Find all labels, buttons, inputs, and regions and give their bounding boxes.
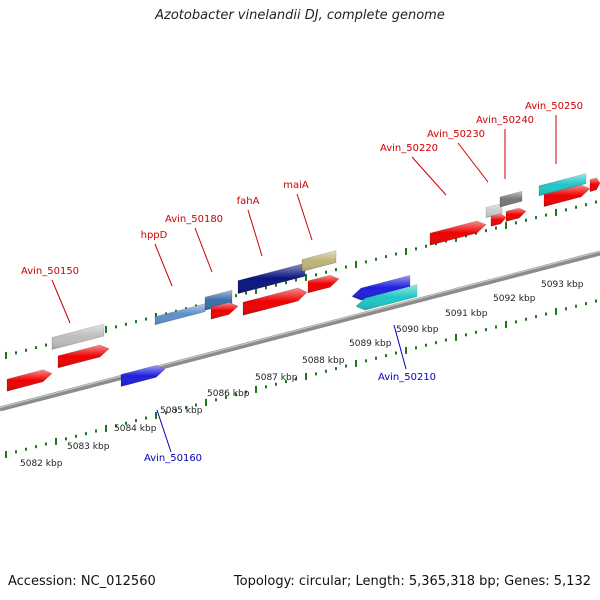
gene-shading <box>121 365 165 387</box>
gene-label[interactable]: fahA <box>237 196 260 207</box>
gene-feature-g7[interactable] <box>210 302 239 320</box>
gene-shading <box>491 213 506 227</box>
gene-feature-g17[interactable] <box>490 213 507 227</box>
gene-label[interactable]: Avin_50150 <box>21 266 79 277</box>
gene-feature-g9[interactable] <box>237 262 306 294</box>
gene-shading <box>356 284 417 311</box>
gene-label[interactable]: maiA <box>283 180 309 191</box>
gene-shading <box>430 221 486 246</box>
gene-feature-g14[interactable] <box>429 220 487 246</box>
gene-shading <box>352 275 410 301</box>
gene-shading <box>506 208 526 222</box>
leader-line <box>457 142 489 183</box>
gene-feature-g16[interactable] <box>499 190 523 208</box>
gene-shading <box>486 203 502 218</box>
gene-shading <box>544 184 590 207</box>
gene-shading <box>58 345 109 368</box>
kbp-label: 5086 kbp <box>207 389 250 399</box>
gene-label[interactable]: Avin_50180 <box>165 214 223 225</box>
gene-feature-g8[interactable] <box>242 287 308 316</box>
kbp-label: 5084 kbp <box>114 424 157 434</box>
leader-line <box>156 409 172 453</box>
backbone-line <box>0 250 600 412</box>
gene-shading <box>205 290 232 311</box>
leader-line <box>194 227 213 273</box>
kbp-label: 5089 kbp <box>349 339 392 349</box>
gene-shading <box>500 191 522 207</box>
gene-shading <box>155 303 205 325</box>
accession-text: Accession: NC_012560 <box>8 574 156 589</box>
backbone-highlight <box>0 250 600 409</box>
kbp-label: 5090 kbp <box>396 325 439 335</box>
leader-line <box>247 209 263 257</box>
gene-label[interactable]: Avin_50250 <box>525 101 583 112</box>
gene-shading <box>590 177 600 192</box>
gene-label[interactable]: Avin_50160 <box>144 453 202 464</box>
gene-feature-g11[interactable] <box>307 274 340 294</box>
kbp-label: 5087 kbp <box>255 373 298 383</box>
gene-feature-g19[interactable] <box>538 173 587 197</box>
gene-label[interactable]: Avin_50220 <box>380 143 438 154</box>
leader-line <box>154 243 173 287</box>
gene-feature-g18[interactable] <box>505 207 527 222</box>
gene-shading <box>238 263 305 294</box>
genome-stats-text: Topology: circular; Length: 5,365,318 bp… <box>233 574 591 589</box>
gene-shading <box>243 288 307 316</box>
gene-shading <box>302 250 336 272</box>
reverse-tick-line <box>5 299 597 458</box>
leader-line <box>393 324 407 370</box>
gene-feature-g20[interactable] <box>543 184 591 207</box>
gene-feature-g13[interactable] <box>355 284 418 311</box>
gene-feature-g6[interactable] <box>204 289 233 311</box>
gene-feature-g10[interactable] <box>301 250 337 272</box>
label-leader-lines <box>51 115 557 453</box>
gene-shading <box>211 302 238 320</box>
kbp-label: 5082 kbp <box>20 459 63 469</box>
gene-shading <box>52 324 104 350</box>
gene-feature-g5[interactable] <box>154 303 206 326</box>
leader-line <box>411 156 447 196</box>
gene-label[interactable]: Avin_50240 <box>476 115 534 126</box>
gene-shading <box>7 369 52 392</box>
kbp-label: 5088 kbp <box>302 356 345 366</box>
gene-feature-g2[interactable] <box>57 344 110 369</box>
gene-feature-g21[interactable] <box>589 177 600 192</box>
gene-label[interactable]: Avin_50210 <box>378 372 436 383</box>
gene-labels: Avin_50150 hppD Avin_50180 fahA maiA Avin_502… <box>21 101 583 464</box>
gene-label[interactable]: hppD <box>141 230 168 241</box>
gene-label[interactable]: Avin_50230 <box>427 129 485 140</box>
kbp-label: 5091 kbp <box>445 309 488 319</box>
gene-feature-g3[interactable] <box>51 323 105 350</box>
kbp-label: 5093 kbp <box>541 280 584 290</box>
gene-feature-g15[interactable] <box>485 203 503 218</box>
leader-line <box>51 279 71 324</box>
gene-features[interactable] <box>6 173 600 392</box>
gene-feature-g12[interactable] <box>351 275 411 301</box>
gene-feature-g4[interactable] <box>120 365 166 387</box>
leader-line <box>296 193 313 241</box>
gene-shading <box>308 275 339 293</box>
kbp-label: 5085 kbp <box>160 406 203 416</box>
gene-feature-g1[interactable] <box>6 369 53 392</box>
kbp-label: 5092 kbp <box>493 294 536 304</box>
genome-backbone <box>0 250 600 412</box>
map-title: Azotobacter vinelandii DJ, complete geno… <box>155 8 445 23</box>
kbp-label: 5083 kbp <box>67 442 110 452</box>
gene-shading <box>539 173 586 196</box>
